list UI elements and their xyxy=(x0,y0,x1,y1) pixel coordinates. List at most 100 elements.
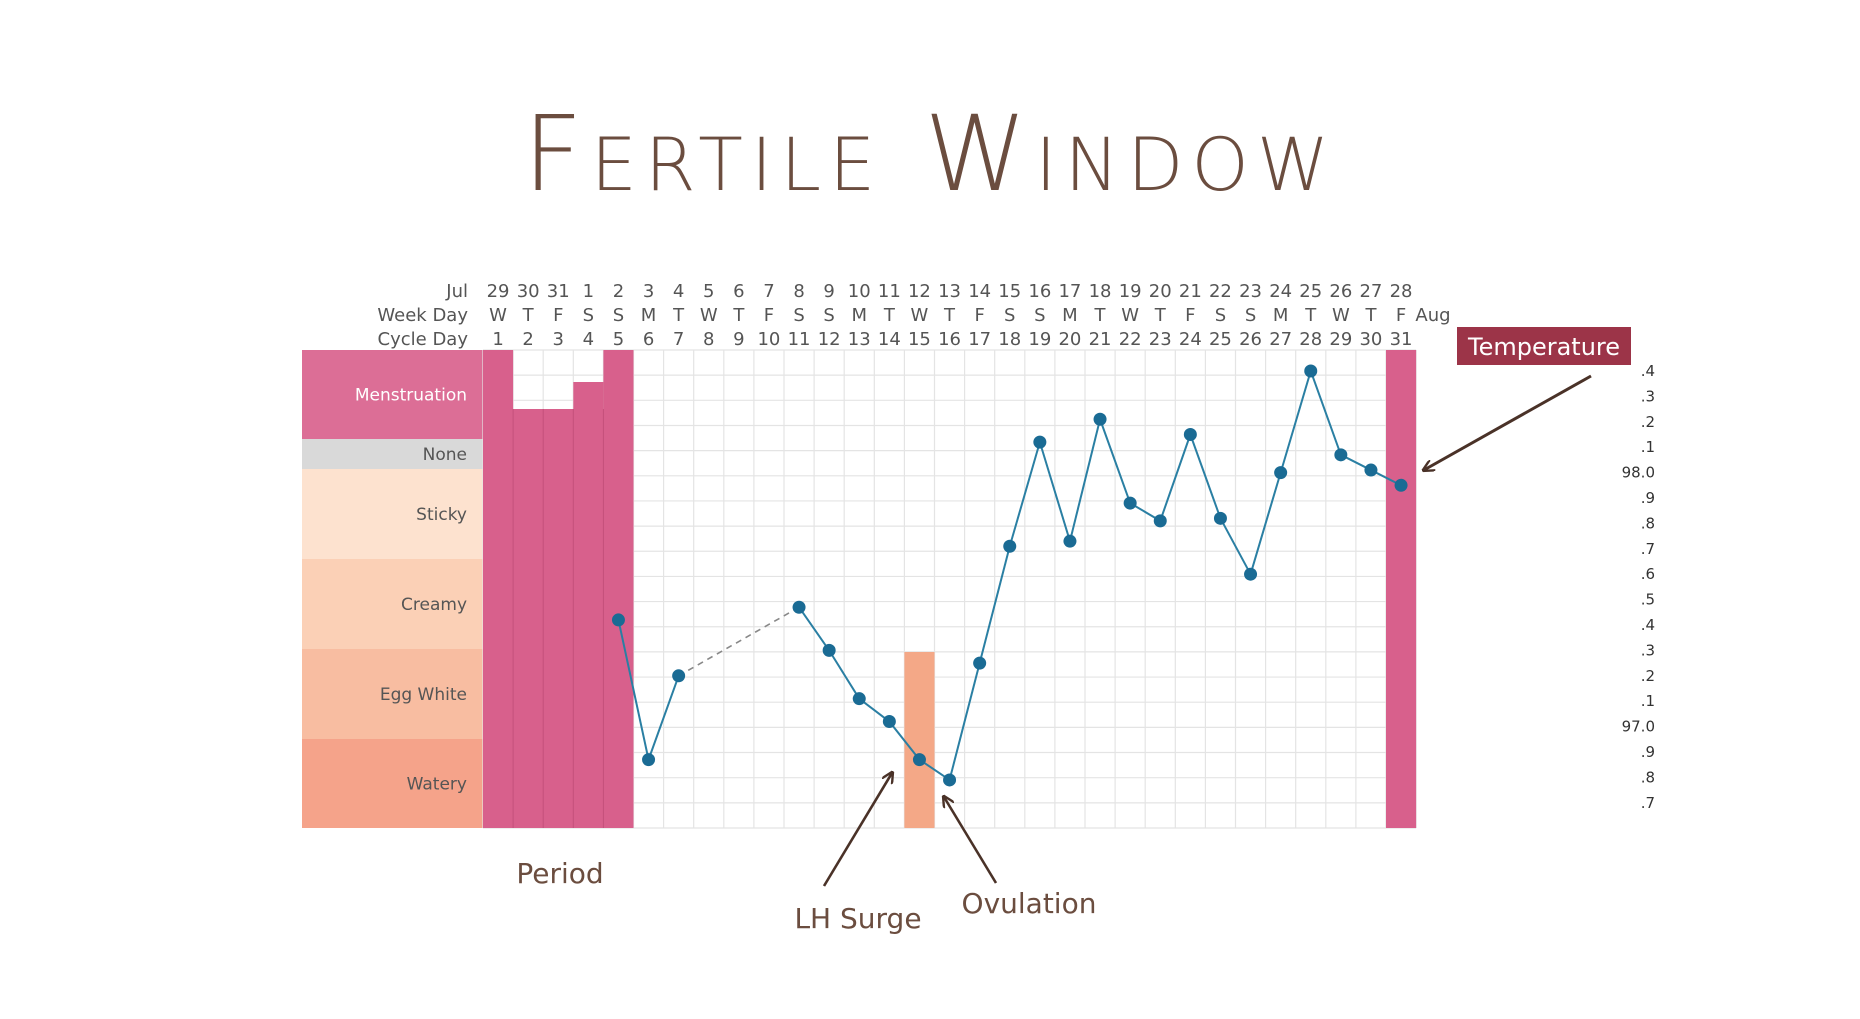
cycle-day-tick: 23 xyxy=(1149,329,1172,350)
weekday-tick: S xyxy=(613,305,624,326)
weekday-tick: M xyxy=(851,305,867,326)
y-tick-label: .1 xyxy=(1641,438,1655,456)
y-tick-label: 97.0 xyxy=(1622,718,1655,736)
temperature-point xyxy=(1183,428,1197,441)
cycle-day-tick: 6 xyxy=(643,329,654,350)
temperature-point xyxy=(1123,496,1137,510)
y-tick-label: .5 xyxy=(1641,591,1655,609)
band-none xyxy=(302,439,483,469)
y-tick-label: .4 xyxy=(1641,362,1655,380)
weekday-tick: S xyxy=(583,305,594,326)
date-tick: 14 xyxy=(968,281,991,302)
day-header: Jul Week Day Cycle Day Aug 29W130T231F31… xyxy=(377,281,1450,350)
cycle-day-tick: 8 xyxy=(703,329,714,350)
band-creamy xyxy=(302,559,483,649)
period-day-column xyxy=(513,409,544,828)
y-tick-label: .9 xyxy=(1641,489,1655,507)
period-day-column xyxy=(543,409,574,828)
temperature-segment xyxy=(617,619,650,760)
temperature-segment xyxy=(1309,370,1342,456)
temperature-point xyxy=(882,715,896,729)
date-tick: 7 xyxy=(763,281,774,302)
band-menstruation xyxy=(302,350,483,439)
date-tick: 30 xyxy=(517,281,540,302)
cycle-day-tick: 28 xyxy=(1299,329,1322,350)
band-sticky xyxy=(302,469,483,559)
cycle-day-tick: 2 xyxy=(522,329,533,350)
date-tick: 23 xyxy=(1239,281,1262,302)
date-tick: 10 xyxy=(848,281,871,302)
cycle-day-tick: 12 xyxy=(818,329,841,350)
weekday-tick: T xyxy=(1304,305,1317,326)
temperature-point xyxy=(1033,435,1047,449)
temperature-point xyxy=(611,613,625,627)
month-start-label: Jul xyxy=(445,281,468,302)
weekday-tick: T xyxy=(1364,305,1377,326)
weekday-tick: W xyxy=(700,305,718,326)
y-tick-label: .9 xyxy=(1641,743,1655,761)
weekday-tick: S xyxy=(823,305,834,326)
temperature-segment xyxy=(798,606,830,651)
lh-surge-annotation: LH Surge xyxy=(794,902,921,935)
date-tick: 4 xyxy=(673,281,684,302)
cycle-day-tick: 19 xyxy=(1028,329,1051,350)
weekday-tick: W xyxy=(1121,305,1139,326)
band-egg-white xyxy=(302,649,483,739)
temperature-segment xyxy=(1249,472,1282,575)
y-tick-label: .3 xyxy=(1641,387,1655,405)
ovulation-arrow xyxy=(944,797,998,884)
date-tick: 12 xyxy=(908,281,931,302)
temperature-segment xyxy=(1219,517,1252,575)
date-tick: 1 xyxy=(583,281,594,302)
date-tick: 2 xyxy=(613,281,624,302)
temperature-segment xyxy=(828,649,861,700)
band-label: Sticky xyxy=(416,505,467,525)
weekday-tick: S xyxy=(1004,305,1015,326)
y-tick-label: .2 xyxy=(1641,413,1655,431)
temperature-point xyxy=(1274,466,1288,480)
cycle-day-tick: 13 xyxy=(848,329,871,350)
weekday-tick: W xyxy=(489,305,507,326)
band-label: Menstruation xyxy=(355,386,467,406)
temperature-segment xyxy=(948,662,981,781)
date-tick: 13 xyxy=(938,281,961,302)
weekday-tick: M xyxy=(1062,305,1078,326)
temperature-gap-segment xyxy=(678,606,800,677)
date-tick: 15 xyxy=(998,281,1021,302)
weekday-tick: T xyxy=(883,305,896,326)
cycle-day-tick: 20 xyxy=(1058,329,1081,350)
y-axis-ticks: .4 .3 .2 .1 98.0 .9 .8 .7 .6 .5 .4 .3 .2 .1 97.0 .9 .8 .7 xyxy=(1622,362,1655,812)
temperature-segment xyxy=(1159,434,1192,522)
cycle-day-tick: 25 xyxy=(1209,329,1232,350)
date-tick: 24 xyxy=(1269,281,1292,302)
cervical-fluid-bands: Menstruation None Sticky Creamy Egg White Wat… xyxy=(302,350,483,828)
date-tick: 19 xyxy=(1119,281,1142,302)
weekday-tick: F xyxy=(553,305,563,326)
temperature-point xyxy=(1244,567,1258,581)
date-tick: 26 xyxy=(1329,281,1352,302)
lh-surge-column xyxy=(904,652,935,828)
month-end-label: Aug xyxy=(1415,305,1450,326)
y-tick-label: .4 xyxy=(1641,616,1655,634)
temperature-point xyxy=(1093,412,1107,426)
date-tick: 9 xyxy=(823,281,834,302)
temperature-point xyxy=(852,692,866,706)
temperature-segment xyxy=(978,546,1011,664)
date-tick: 3 xyxy=(643,281,654,302)
weekday-tick: T xyxy=(732,305,745,326)
temperature-point xyxy=(792,600,806,614)
cycle-day-tick: 21 xyxy=(1089,329,1112,350)
temperature-arrow xyxy=(1424,374,1592,470)
weekday-tick: F xyxy=(1396,305,1406,326)
y-tick-label: 98.0 xyxy=(1622,464,1655,482)
cycle-day-tick: 15 xyxy=(908,329,931,350)
weekday-tick: S xyxy=(793,305,804,326)
weekday-tick: S xyxy=(1215,305,1226,326)
y-tick-label: .8 xyxy=(1641,514,1655,532)
weekday-tick: W xyxy=(911,305,929,326)
cycle-day-tick: 27 xyxy=(1269,329,1292,350)
temperature-point xyxy=(1394,478,1408,492)
cycle-day-tick: 31 xyxy=(1390,329,1413,350)
cycle-day-tick: 17 xyxy=(968,329,991,350)
